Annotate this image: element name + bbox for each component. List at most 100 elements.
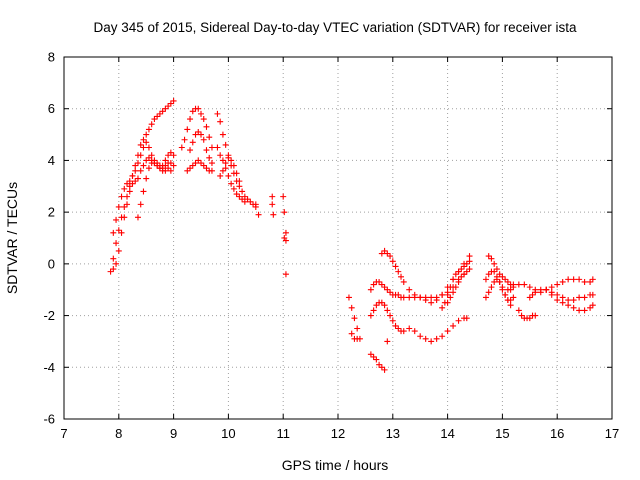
series-track-v-late <box>504 276 596 296</box>
data-point <box>187 165 194 172</box>
data-point <box>389 258 396 265</box>
axes: 7 8 9 10 11 12 13 14 15 16 17 -6 -4 -2 0 2 4 6 8 <box>43 50 619 442</box>
data-point <box>570 304 577 311</box>
data-point <box>137 141 144 148</box>
data-point <box>395 325 402 332</box>
data-point <box>200 136 207 143</box>
series-track-q-evening <box>439 258 473 311</box>
data-point <box>241 198 248 205</box>
data-point <box>510 294 517 301</box>
data-point <box>537 286 544 293</box>
data-point <box>170 162 177 169</box>
data-point <box>510 284 517 291</box>
data-point <box>521 281 528 288</box>
data-point <box>493 266 500 273</box>
data-point <box>587 304 594 311</box>
data-point <box>189 162 196 169</box>
data-point <box>162 105 169 112</box>
series-track-g-peak <box>187 128 215 167</box>
y-tick-label: 8 <box>48 50 55 65</box>
data-point <box>143 139 150 146</box>
data-point <box>376 278 383 285</box>
data-point <box>110 229 117 236</box>
data-point <box>151 116 158 123</box>
data-point <box>384 307 391 314</box>
data-point <box>206 134 213 141</box>
data-point <box>433 297 440 304</box>
data-point <box>433 335 440 342</box>
data-point <box>137 167 144 174</box>
data-point <box>455 268 462 275</box>
data-point <box>554 291 561 298</box>
x-tick-label: 10 <box>221 426 235 441</box>
data-point <box>381 366 388 373</box>
data-point <box>115 203 122 210</box>
data-point <box>233 170 240 177</box>
series-track-o-evening <box>367 299 470 345</box>
data-point <box>281 209 288 216</box>
data-point <box>348 304 355 311</box>
data-point <box>351 315 358 322</box>
series-track-s-late <box>485 253 517 288</box>
data-point <box>370 307 377 314</box>
data-point <box>392 263 399 270</box>
data-point <box>411 291 418 298</box>
data-point <box>488 255 495 262</box>
y-tick-label: -6 <box>43 412 55 427</box>
data-point <box>491 260 498 267</box>
data-point <box>559 278 566 285</box>
data-point <box>499 284 506 291</box>
data-point <box>200 162 207 169</box>
data-point <box>370 281 377 288</box>
data-point <box>444 299 451 306</box>
data-point <box>458 266 465 273</box>
data-point <box>548 291 555 298</box>
data-point <box>499 273 506 280</box>
data-point <box>428 299 435 306</box>
data-point <box>447 294 454 301</box>
data-point <box>281 235 288 241</box>
data-point <box>239 188 246 195</box>
data-point <box>439 304 446 311</box>
y-tick-label: 6 <box>48 101 55 116</box>
data-point <box>121 214 128 221</box>
data-point <box>145 144 152 151</box>
data-point <box>387 253 394 260</box>
data-point <box>244 196 251 203</box>
data-point <box>444 291 451 298</box>
data-point <box>167 100 174 107</box>
data-point <box>154 113 161 120</box>
data-point <box>348 330 355 337</box>
data-point <box>384 338 391 345</box>
data-point <box>143 131 150 138</box>
data-point <box>132 167 139 174</box>
data-point <box>450 276 457 283</box>
data-point <box>239 196 246 203</box>
data-point <box>384 286 391 293</box>
data-point <box>198 110 204 117</box>
data-point <box>203 123 210 130</box>
data-point <box>452 284 459 291</box>
data-point <box>154 162 161 169</box>
data-point <box>162 167 169 174</box>
data-point <box>167 149 174 156</box>
data-point <box>581 294 588 301</box>
data-point <box>428 294 435 301</box>
data-point <box>354 335 361 342</box>
data-point <box>126 188 133 195</box>
series-track-y-late <box>515 307 539 322</box>
data-point <box>170 97 177 104</box>
data-point <box>570 276 577 283</box>
x-tick-label: 16 <box>550 426 564 441</box>
data-point <box>132 162 139 169</box>
data-point <box>282 229 289 236</box>
data-point <box>581 278 588 285</box>
data-point <box>543 286 550 293</box>
data-point <box>559 294 566 301</box>
data-point <box>270 211 277 218</box>
data-point <box>115 227 122 234</box>
data-point <box>488 284 495 291</box>
data-point <box>203 165 210 172</box>
series-track-f-peak <box>184 157 215 174</box>
data-point <box>384 250 391 257</box>
